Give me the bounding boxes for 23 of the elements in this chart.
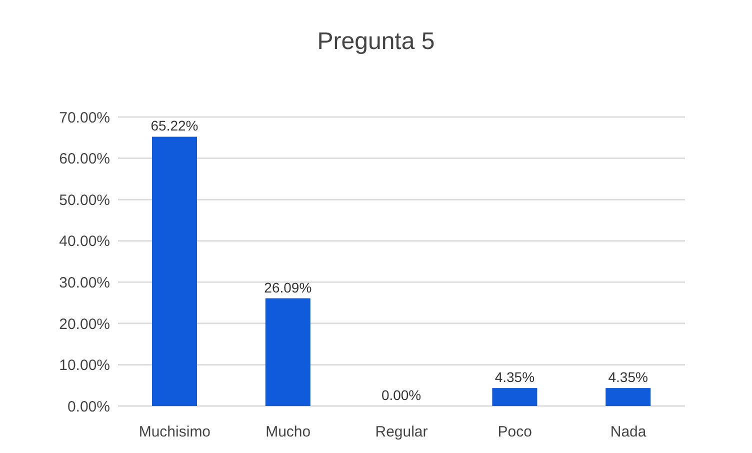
y-tick-label: 0.00%: [67, 398, 110, 416]
data-label: 65.22%: [150, 118, 198, 134]
y-tick-label: 70.00%: [59, 109, 110, 126]
y-tick-label: 50.00%: [59, 192, 110, 209]
y-tick-label: 20.00%: [59, 316, 110, 333]
data-label: 26.09%: [264, 279, 312, 296]
y-tick-label: 10.00%: [59, 357, 110, 374]
x-tick-label: Nada: [610, 424, 647, 441]
x-tick-label: Mucho: [266, 424, 311, 441]
y-tick-label: 40.00%: [59, 233, 110, 250]
data-label: 4.35%: [608, 369, 648, 386]
x-tick-label: Muchisimo: [138, 424, 211, 441]
data-label: 4.35%: [494, 369, 535, 386]
x-tick-label: Regular: [375, 424, 428, 441]
data-label: 0.00%: [381, 387, 422, 403]
bar: [152, 136, 197, 406]
bar: [492, 388, 538, 406]
chart-title: Pregunta 5: [316, 28, 436, 56]
x-tick-label: Poco: [498, 424, 532, 441]
y-tick-label: 60.00%: [59, 150, 110, 168]
y-tick-label: 30.00%: [59, 274, 110, 292]
bar: [265, 298, 310, 406]
bar: [606, 388, 651, 406]
